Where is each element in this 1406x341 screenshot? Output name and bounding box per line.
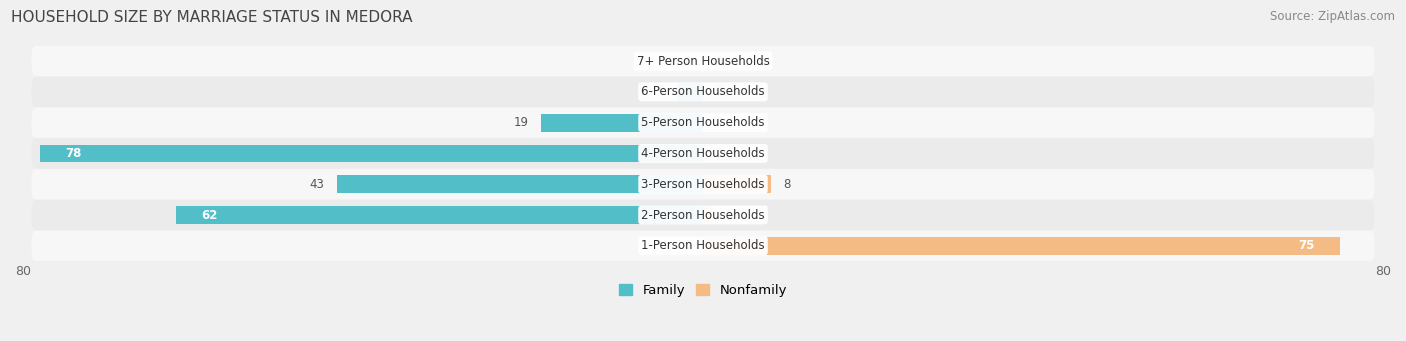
FancyBboxPatch shape [31,138,1375,168]
Text: 0: 0 [716,116,723,129]
Bar [678,83,703,101]
Bar [176,206,703,224]
Text: HOUSEHOLD SIZE BY MARRIAGE STATUS IN MEDORA: HOUSEHOLD SIZE BY MARRIAGE STATUS IN MED… [11,10,413,25]
Text: 1: 1 [724,208,731,222]
Text: 0: 0 [716,85,723,98]
Text: 8: 8 [783,178,792,191]
FancyBboxPatch shape [31,169,1375,199]
Text: 5-Person Households: 5-Person Households [641,116,765,129]
FancyBboxPatch shape [31,231,1375,261]
Text: 0: 0 [683,239,690,252]
Bar [703,237,1340,255]
FancyBboxPatch shape [31,200,1375,230]
Text: 3-Person Households: 3-Person Households [641,178,765,191]
Bar [703,206,711,224]
Text: 78: 78 [66,147,82,160]
Text: 0: 0 [716,55,723,68]
FancyBboxPatch shape [31,77,1375,107]
Text: 75: 75 [1299,239,1315,252]
Text: 19: 19 [513,116,529,129]
Text: 0: 0 [683,55,690,68]
Text: 7+ Person Households: 7+ Person Households [637,55,769,68]
Text: 6-Person Households: 6-Person Households [641,85,765,98]
Legend: Family, Nonfamily: Family, Nonfamily [613,278,793,302]
Bar [337,175,703,193]
Text: 62: 62 [201,208,218,222]
FancyBboxPatch shape [31,46,1375,76]
Text: Source: ZipAtlas.com: Source: ZipAtlas.com [1270,10,1395,23]
Text: 4-Person Households: 4-Person Households [641,147,765,160]
Bar [541,114,703,132]
Text: 43: 43 [309,178,325,191]
Bar [39,145,703,162]
FancyBboxPatch shape [31,107,1375,138]
Text: 2-Person Households: 2-Person Households [641,208,765,222]
Text: 3: 3 [658,85,665,98]
Text: 0: 0 [716,147,723,160]
Text: 1-Person Households: 1-Person Households [641,239,765,252]
Bar [703,175,770,193]
